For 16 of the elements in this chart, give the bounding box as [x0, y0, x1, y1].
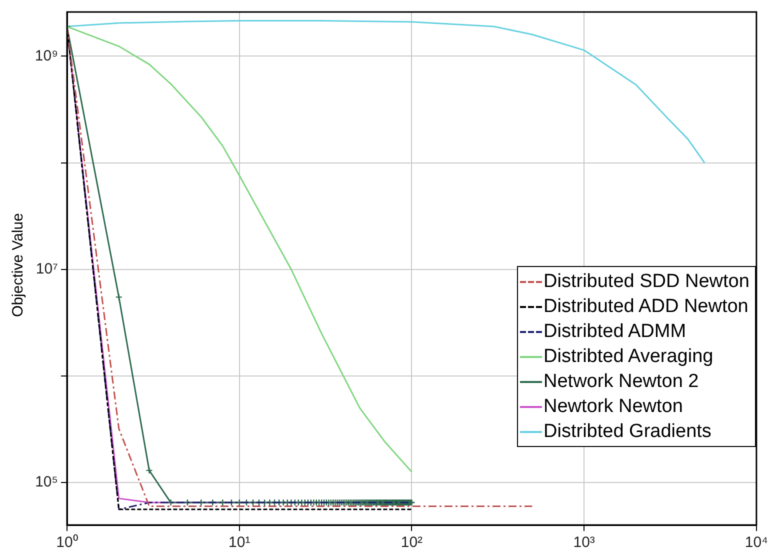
x-tick-label: 10⁰ [56, 534, 78, 552]
legend-label: Distributed SDD Newton [544, 270, 750, 294]
y-tick-label: 10⁷ [36, 260, 58, 278]
legend-label: Distributed ADD Newton [544, 295, 748, 319]
x-tick-label: 10² [400, 534, 423, 552]
y-tick-label: 10⁹ [34, 47, 58, 64]
legend-label: Distribted Gradients [544, 420, 712, 444]
x-tick-label: 10¹ [228, 534, 250, 552]
legend-label: Distribted Averaging [544, 345, 714, 369]
legend-label: Network Newton 2 [544, 370, 699, 394]
legend-label: Newtork Newton [544, 395, 683, 419]
x-tick-label: 10⁴ [744, 534, 768, 552]
y-axis-title: Objective Value [10, 213, 26, 317]
legend-label: Distribted ADMM [544, 320, 686, 344]
x-tick-label: 10³ [573, 534, 595, 552]
y-tick-label: 10⁵ [35, 474, 58, 491]
